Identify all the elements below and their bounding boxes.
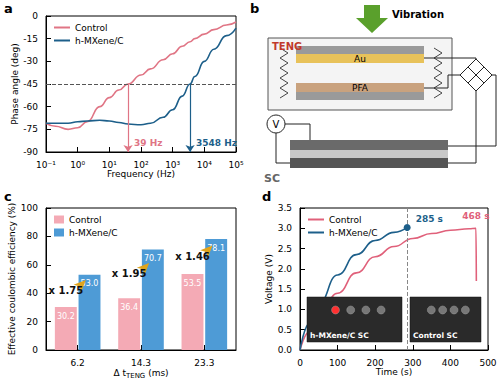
- svg-text:TENG: TENG: [125, 372, 145, 380]
- svg-text:300: 300: [404, 358, 421, 368]
- svg-text:-15: -15: [23, 34, 38, 44]
- svg-text:-75: -75: [23, 124, 38, 134]
- svg-text:53.0: 53.0: [80, 279, 99, 289]
- svg-text:0: 0: [297, 358, 303, 368]
- svg-text:PFA: PFA: [352, 83, 369, 93]
- svg-text:Δ t: Δ t: [113, 368, 126, 378]
- svg-text:23.3: 23.3: [194, 358, 214, 368]
- svg-text:10⁻¹: 10⁻¹: [36, 160, 56, 170]
- svg-text:468 s: 468 s: [462, 211, 489, 221]
- svg-text:Control: Control: [75, 23, 108, 33]
- svg-text:V: V: [273, 119, 280, 130]
- svg-text:c: c: [4, 189, 12, 204]
- svg-text:Phase angle (deg): Phase angle (deg): [10, 43, 20, 125]
- svg-text:3548 Hz: 3548 Hz: [196, 138, 237, 148]
- svg-text:Voltage (V): Voltage (V): [264, 254, 274, 304]
- svg-text:0: 0: [32, 345, 38, 355]
- svg-text:Control SC: Control SC: [413, 331, 458, 340]
- svg-text:SC: SC: [264, 172, 280, 185]
- svg-text:(ms): (ms): [145, 368, 168, 378]
- svg-text:-60: -60: [23, 102, 38, 112]
- svg-text:TENG: TENG: [272, 41, 302, 52]
- svg-text:3.0: 3.0: [278, 223, 293, 233]
- svg-text:10⁰: 10⁰: [70, 160, 85, 170]
- svg-text:0: 0: [32, 11, 38, 21]
- svg-text:h-MXene/C SC: h-MXene/C SC: [310, 331, 369, 340]
- svg-text:0.5: 0.5: [278, 325, 292, 335]
- svg-text:285 s: 285 s: [416, 214, 443, 224]
- svg-text:1.5: 1.5: [278, 284, 292, 294]
- svg-text:0.0: 0.0: [278, 345, 293, 355]
- svg-text:Control: Control: [69, 215, 102, 225]
- svg-text:d: d: [262, 189, 271, 204]
- svg-text:2.5: 2.5: [278, 244, 292, 254]
- svg-text:x 1.95: x 1.95: [112, 268, 147, 279]
- svg-text:39 Hz: 39 Hz: [134, 138, 162, 148]
- svg-text:10⁴: 10⁴: [197, 160, 212, 170]
- svg-text:Vibration: Vibration: [392, 9, 444, 20]
- svg-text:500: 500: [479, 358, 496, 368]
- svg-text:400: 400: [442, 358, 459, 368]
- svg-text:Control: Control: [329, 215, 362, 225]
- svg-text:-45: -45: [23, 79, 38, 89]
- svg-text:x 1.46: x 1.46: [175, 251, 210, 262]
- svg-text:h-MXene/C: h-MXene/C: [69, 228, 118, 238]
- svg-text:40: 40: [27, 288, 39, 298]
- svg-text:h-MXene/C: h-MXene/C: [75, 36, 124, 46]
- svg-text:10³: 10³: [165, 160, 180, 170]
- svg-text:10²: 10²: [133, 160, 148, 170]
- svg-text:2.0: 2.0: [278, 264, 293, 274]
- svg-text:h-MXene/C: h-MXene/C: [329, 228, 378, 238]
- svg-text:-30: -30: [23, 56, 38, 66]
- svg-text:80: 80: [27, 231, 39, 241]
- svg-text:3.5: 3.5: [278, 203, 292, 213]
- svg-text:Effective coulombic efficiency: Effective coulombic efficiency (%): [7, 203, 17, 356]
- svg-text:x 1.75: x 1.75: [49, 285, 84, 296]
- svg-text:1.0: 1.0: [278, 304, 293, 314]
- svg-text:14.3: 14.3: [131, 358, 151, 368]
- svg-text:78.1: 78.1: [207, 243, 226, 253]
- svg-text:36.4: 36.4: [120, 303, 138, 312]
- svg-text:Au: Au: [354, 54, 366, 64]
- svg-text:10⁵: 10⁵: [228, 160, 243, 170]
- svg-text:70.7: 70.7: [144, 254, 162, 263]
- svg-text:Time (s): Time (s): [375, 367, 413, 377]
- svg-text:30.2: 30.2: [57, 312, 75, 321]
- svg-text:b: b: [250, 1, 259, 16]
- svg-text:6.2: 6.2: [71, 358, 85, 368]
- svg-text:60: 60: [27, 260, 39, 270]
- svg-text:a: a: [4, 1, 13, 16]
- svg-text:100: 100: [21, 203, 38, 213]
- svg-text:200: 200: [367, 358, 384, 368]
- svg-text:10¹: 10¹: [102, 160, 117, 170]
- svg-text:100: 100: [329, 358, 346, 368]
- svg-text:53.5: 53.5: [184, 279, 202, 288]
- svg-text:20: 20: [27, 317, 39, 327]
- svg-text:-90: -90: [23, 147, 38, 157]
- svg-text:Frequency (Hz): Frequency (Hz): [107, 169, 175, 179]
